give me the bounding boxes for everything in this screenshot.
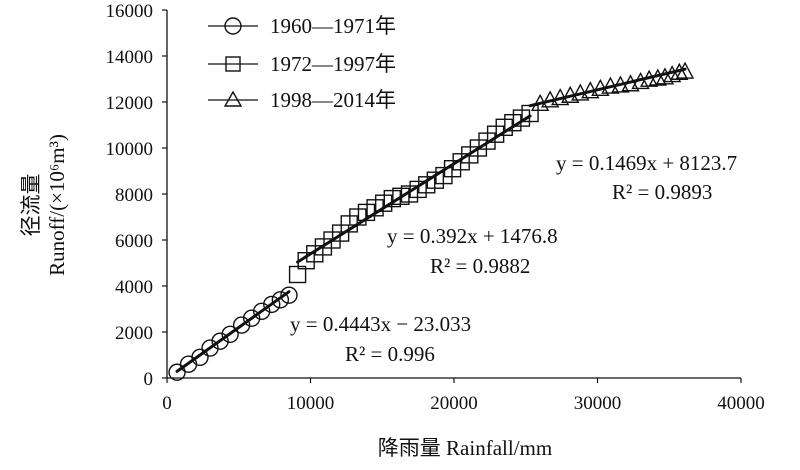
point-triangle xyxy=(571,83,590,101)
y-axis-label: 径流量 xyxy=(19,174,43,237)
point-triangle xyxy=(670,62,689,80)
y-axis-label-cn: 径流量 xyxy=(19,174,43,237)
y-tick-label: 2000 xyxy=(115,323,153,344)
point-circle xyxy=(201,339,219,357)
point-triangle xyxy=(655,67,675,85)
point-circle xyxy=(221,325,239,343)
fit-line-1 xyxy=(175,290,291,373)
x-tick-label: 0 xyxy=(162,393,172,414)
x-tick-label: 20000 xyxy=(430,393,478,414)
point-circle xyxy=(253,302,271,320)
legend-marker-triangle xyxy=(223,90,243,107)
point-triangle xyxy=(662,65,682,83)
y-tick-label: 16000 xyxy=(106,1,154,22)
point-circle xyxy=(242,309,261,327)
point-triangle xyxy=(675,61,695,79)
legend-label-2: 1972—1997年 xyxy=(270,52,396,76)
point-triangle xyxy=(648,68,667,86)
point-square xyxy=(521,104,539,123)
y-axis-label-en: Runoff/(×10⁶m³) xyxy=(45,134,69,276)
point-triangle xyxy=(601,76,620,94)
data-markers xyxy=(168,61,695,381)
legend-marker-square xyxy=(225,56,241,72)
point-circle xyxy=(280,286,298,304)
x-tick-label: 40000 xyxy=(717,393,765,414)
y-ticks: 0 2000 4000 6000 8000 10000 12000 14000 16000 xyxy=(106,1,167,390)
fit-lines xyxy=(175,67,687,373)
fit-3-r2: R² = 0.9893 xyxy=(612,180,712,204)
point-triangle xyxy=(551,88,570,106)
y-tick-label: 0 xyxy=(144,369,154,390)
fit-1-equation: y = 0.4443x − 23.033 xyxy=(290,312,471,336)
y-tick-label: 14000 xyxy=(106,47,154,68)
point-triangle xyxy=(540,90,560,108)
point-circle xyxy=(211,332,229,350)
fit-2-equation: y = 0.392x + 1476.8 xyxy=(387,224,558,248)
legend-label-3: 1998—2014年 xyxy=(270,88,396,112)
point-triangle xyxy=(611,75,630,93)
x-ticks: 0 10000 20000 30000 40000 xyxy=(162,378,765,414)
point-triangle xyxy=(561,85,580,103)
y-tick-label: 4000 xyxy=(115,277,153,298)
y-tick-label: 10000 xyxy=(106,139,154,160)
point-circle xyxy=(263,295,281,314)
point-circle xyxy=(168,363,186,381)
x-tick-label: 10000 xyxy=(287,393,335,414)
legend-marker-circle xyxy=(224,17,242,35)
point-circle xyxy=(271,291,290,309)
y-tick-label: 12000 xyxy=(106,93,154,114)
point-circle xyxy=(232,316,251,334)
x-axis-label: 降雨量 Rainfall/mm xyxy=(378,436,552,460)
y-axis-label-2: Runoff/(×10⁶m³) xyxy=(45,134,69,276)
y-tick-label: 6000 xyxy=(115,231,153,252)
fit-line-2 xyxy=(296,114,532,264)
point-triangle xyxy=(591,78,610,97)
y-tick-label: 8000 xyxy=(115,185,153,206)
x-tick-label: 30000 xyxy=(574,393,622,414)
point-triangle xyxy=(581,81,600,99)
fit-3-equation: y = 0.1469x + 8123.7 xyxy=(556,151,737,175)
fit-2-r2: R² = 0.9882 xyxy=(430,254,530,278)
fit-1-r2: R² = 0.996 xyxy=(345,342,435,366)
point-triangle xyxy=(621,74,640,92)
legend-label-1: 1960—1971年 xyxy=(270,14,396,38)
point-circle xyxy=(191,348,209,366)
legend: 1960—1971年 1972—1997年 1998—2014年 xyxy=(208,14,396,112)
fit-line-3 xyxy=(528,67,687,108)
